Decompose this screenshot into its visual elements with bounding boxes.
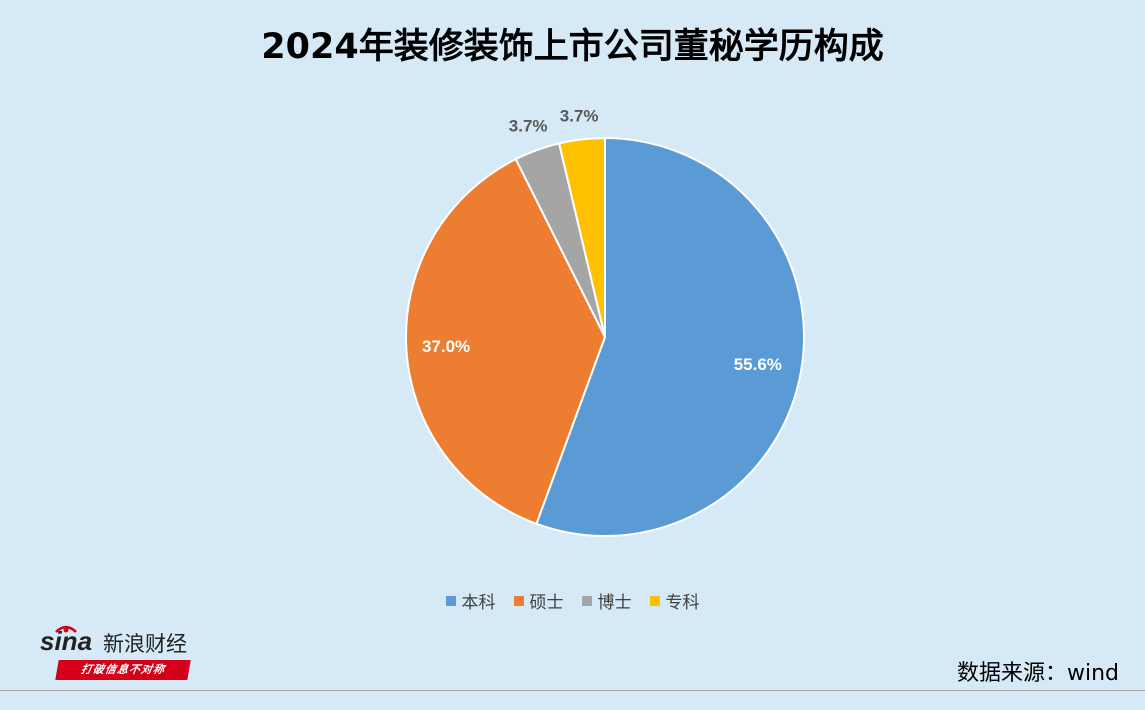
bottom-divider xyxy=(0,690,1145,691)
legend-label: 博士 xyxy=(597,593,632,613)
legend-swatch xyxy=(649,595,660,606)
legend-item-bachelor: 本科 xyxy=(445,588,496,613)
legend-item-master: 硕士 xyxy=(513,588,564,613)
data-label-bachelor: 55.6% xyxy=(734,355,782,374)
legend-swatch xyxy=(513,595,524,606)
data-label-doctor: 3.7% xyxy=(509,117,548,136)
slice-junior-college xyxy=(557,136,606,338)
logo-name: 新浪财经 xyxy=(103,632,187,656)
legend-swatch xyxy=(445,595,456,606)
legend-item-doctor: 博士 xyxy=(581,588,632,613)
logo-brand: sina xyxy=(40,626,93,656)
legend-label: 专科 xyxy=(665,593,700,613)
legend-label: 硕士 xyxy=(529,593,564,613)
chart-legend: 本科 硕士 博士 专科 xyxy=(0,588,1145,613)
chart-title: 2024年装修装饰上市公司董秘学历构成 xyxy=(261,27,884,67)
logo-slogan: 打破信息不对称 xyxy=(55,660,191,680)
legend-swatch xyxy=(581,595,592,606)
data-label-master: 37.0% xyxy=(422,337,470,356)
data-source: 数据来源：wind xyxy=(956,661,1119,686)
slice-bachelor xyxy=(535,136,805,537)
legend-item-junior-college: 专科 xyxy=(649,588,700,613)
data-label-junior-college: 3.7% xyxy=(560,107,599,126)
slice-master xyxy=(405,157,607,526)
legend-label: 本科 xyxy=(461,593,496,613)
sina-finance-logo: sina 新浪财经 打破信息不对称 xyxy=(40,625,210,682)
sina-eye-icon xyxy=(55,625,77,633)
